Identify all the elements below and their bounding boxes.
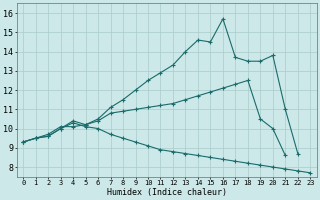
X-axis label: Humidex (Indice chaleur): Humidex (Indice chaleur) xyxy=(107,188,227,197)
